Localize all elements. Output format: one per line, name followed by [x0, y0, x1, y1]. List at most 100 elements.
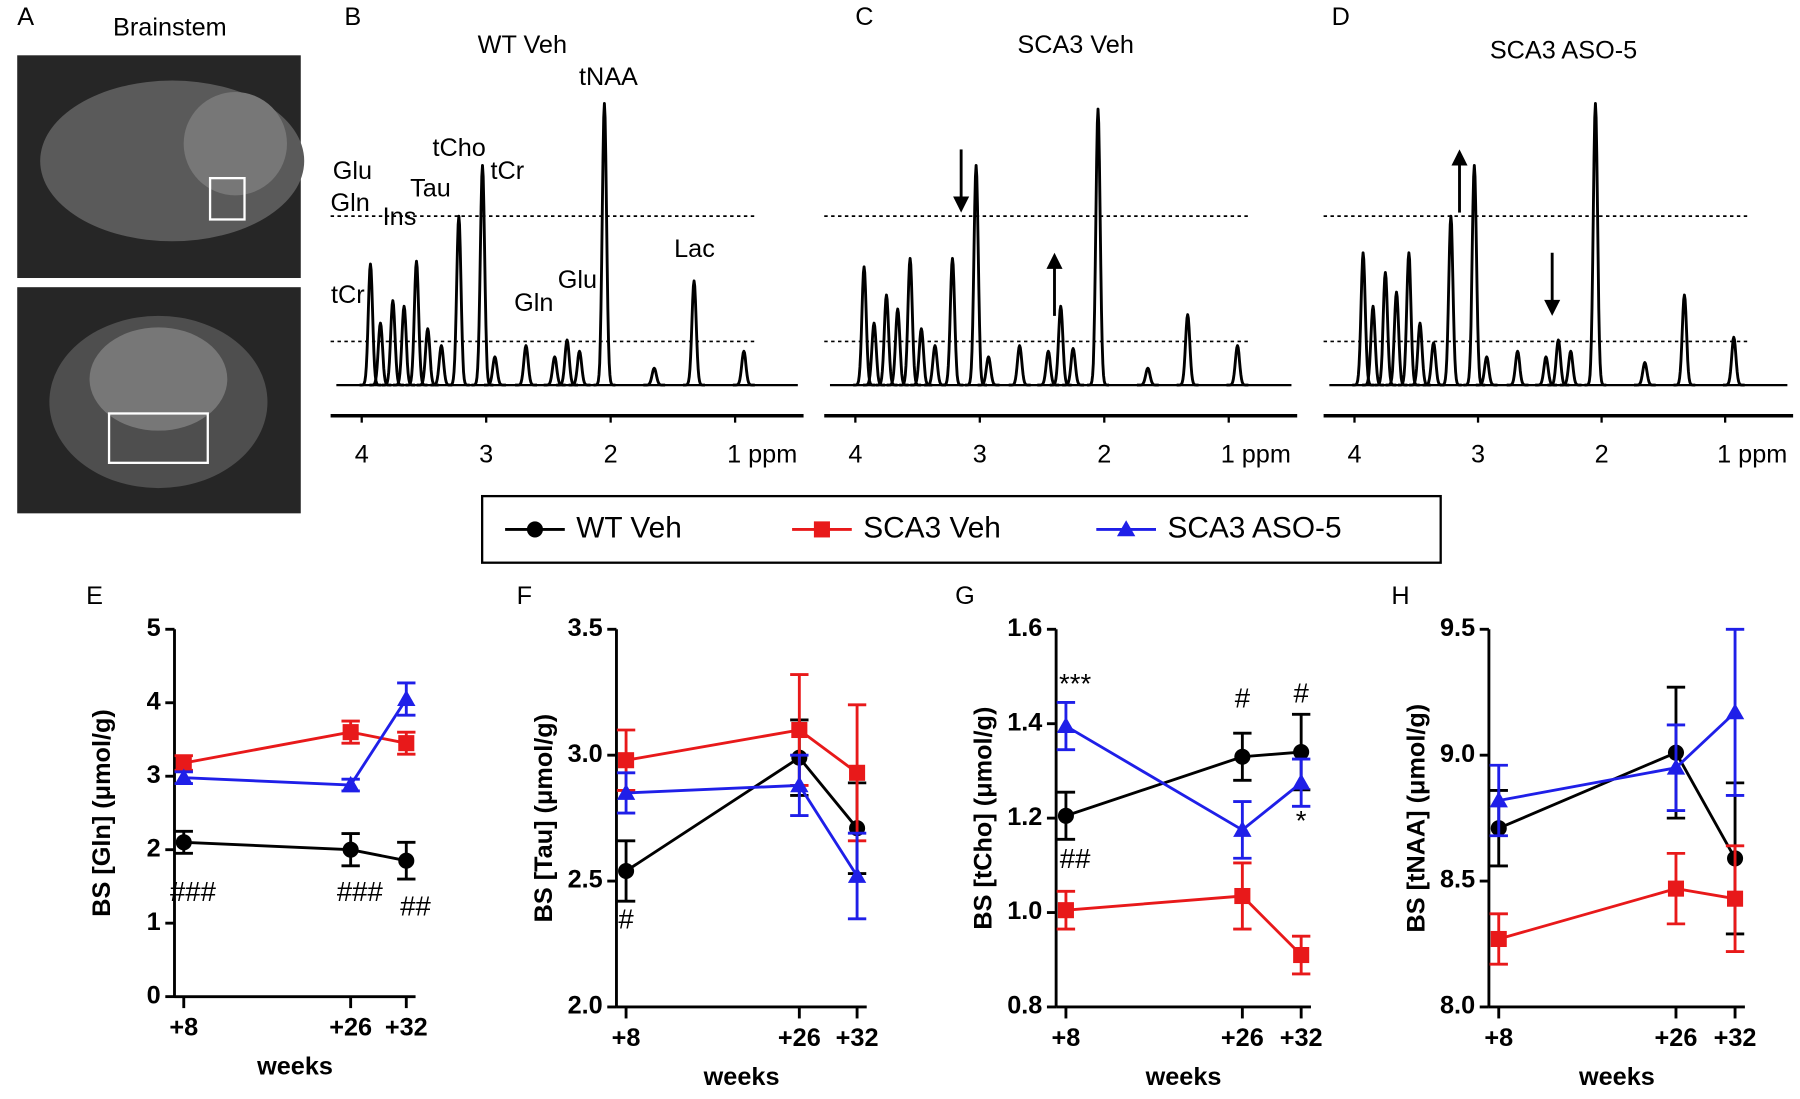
series-line: [1498, 887, 1736, 941]
peak-label: tNAA: [579, 63, 638, 91]
y-tick-label: 1.2: [1007, 803, 1042, 831]
peak-label: tCr: [491, 157, 525, 185]
spectrum-peak: [1633, 361, 1657, 387]
spectrum-peak: [874, 293, 899, 387]
spectrum-peak: [1462, 163, 1486, 387]
x-tick-label: +8: [169, 1013, 198, 1041]
spectrum-peak: [392, 304, 416, 387]
x-axis-label: weeks: [1578, 1063, 1655, 1091]
peak-label: Gln: [514, 289, 553, 317]
spectrum-peak: [1722, 335, 1746, 387]
spectrum-peak: [470, 163, 495, 387]
marker: [1490, 930, 1507, 948]
spectrum-peak: [852, 265, 876, 387]
marker: [813, 521, 830, 538]
spectrum-peak: [1351, 251, 1375, 387]
marker: [791, 721, 808, 739]
marker: [175, 754, 192, 772]
marker: [1727, 890, 1744, 907]
y-axis-label: BS [Gln] (μmol/g): [88, 709, 116, 917]
peak-label: tCr: [331, 281, 365, 309]
spectrum-peak: [732, 349, 756, 387]
y-tick-label: 3.5: [568, 614, 603, 642]
x-tick-label: +32: [1280, 1024, 1323, 1052]
spectrum-peak: [923, 344, 947, 387]
spectrum-peak: [358, 262, 383, 387]
marker: [618, 752, 635, 769]
y-tick-label: 8.5: [1440, 866, 1475, 894]
panel-letter: A: [17, 3, 34, 31]
spectrum-peak: [514, 344, 538, 387]
marker: [618, 862, 635, 880]
x-tick-label: 4: [1347, 441, 1361, 469]
y-tick-label: 2.5: [568, 866, 603, 894]
x-tick-label: 3: [973, 441, 987, 469]
x-tick-label: 3: [1471, 441, 1485, 469]
y-tick-label: 2: [147, 834, 161, 862]
significance-label: *: [1296, 805, 1307, 836]
spectrum-peak: [898, 256, 922, 387]
marker: [341, 775, 360, 792]
marker: [398, 735, 415, 752]
spectrum-peak: [368, 321, 393, 387]
spectrum-peak: [404, 259, 429, 387]
panel-letter: F: [517, 582, 532, 610]
y-axis-label: BS [tNAA] (μmol/g): [1402, 704, 1430, 933]
arrow-head: [1544, 299, 1561, 316]
series-line: [1065, 724, 1303, 832]
peak-label: Lac: [674, 235, 715, 263]
panel-a-images: A Brainstem: [17, 3, 305, 514]
y-tick-label: 4: [147, 687, 161, 715]
x-tick-label: +8: [1052, 1024, 1081, 1052]
x-tick-label: 2: [1595, 441, 1609, 469]
arrow-head: [953, 196, 970, 213]
peak-label: Glu: [558, 266, 597, 294]
peak-label: Ins: [383, 203, 417, 231]
marker: [342, 724, 359, 741]
spectrum-peak: [1397, 251, 1421, 387]
significance-label: #: [1235, 682, 1251, 713]
spectrum-peak: [1086, 107, 1110, 387]
x-tick-label: +26: [329, 1013, 372, 1041]
legend-label: WT Veh: [576, 511, 682, 544]
series-line: [625, 755, 859, 873]
significance-label: #: [1294, 678, 1310, 709]
series-line: [626, 783, 859, 877]
panel-letter: H: [1391, 582, 1409, 610]
legend-label: SCA3 ASO-5: [1167, 511, 1341, 544]
legend-box: [480, 494, 1442, 564]
marker: [1667, 880, 1685, 897]
y-tick-label: 1.6: [1007, 614, 1042, 642]
spectrum-peak: [964, 163, 988, 387]
marker: [1233, 820, 1252, 837]
peak-label: Glu: [333, 157, 372, 185]
series-line: [1498, 750, 1737, 860]
spectrum-peak: [1061, 347, 1085, 387]
peak-label: Gln: [330, 189, 369, 217]
cerebellum-shape: [89, 327, 228, 431]
x-axis-label: weeks: [256, 1052, 333, 1080]
y-tick-label: 9.0: [1440, 740, 1475, 768]
marker: [847, 866, 867, 883]
marker: [1293, 946, 1310, 964]
x-tick-label: +32: [385, 1013, 428, 1041]
spectrum-peak: [429, 344, 454, 387]
cerebellum-shape: [183, 92, 287, 196]
arrow-head: [1046, 252, 1063, 269]
spectrum-peak: [381, 299, 405, 387]
x-tick-label: +26: [1221, 1024, 1264, 1052]
spectrum-peak: [1505, 349, 1530, 387]
series-line: [625, 728, 858, 774]
y-tick-label: 5: [147, 614, 161, 642]
spectrum-peak: [592, 101, 617, 387]
significance-label: ##: [400, 891, 431, 922]
marker: [342, 841, 359, 858]
significance-label: ##: [1060, 843, 1091, 874]
marker: [397, 689, 416, 706]
series-line: [183, 840, 407, 863]
x-tick-label: 2: [1097, 441, 1111, 469]
y-tick-label: 9.5: [1440, 614, 1475, 642]
spectrum-peak: [1361, 304, 1385, 387]
y-axis-label: BS [tCho] (μmol/g): [970, 707, 998, 930]
